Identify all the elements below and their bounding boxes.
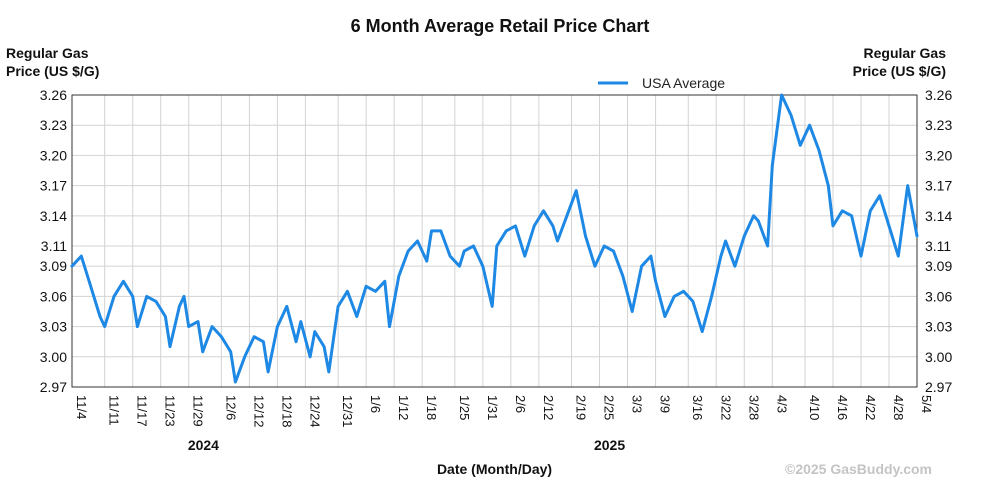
y-tick-label-left: 2.97 xyxy=(40,379,67,395)
x-tick-label: 3/16 xyxy=(690,395,705,420)
y-tick-label-right: 3.17 xyxy=(925,178,952,194)
y-tick-label-right: 3.20 xyxy=(925,147,952,163)
y-tick-label-right: 3.23 xyxy=(925,117,952,133)
x-tick-label: 5/4 xyxy=(919,395,934,413)
x-tick-label: 2/19 xyxy=(574,395,589,420)
y-axis-label-right: Regular Gas Price (US $/G) xyxy=(853,44,946,80)
x-tick-label: 3/22 xyxy=(718,395,733,420)
x-tick-label: 1/6 xyxy=(368,395,383,413)
y-tick-label-left: 3.14 xyxy=(40,208,67,224)
x-tick-label: 4/10 xyxy=(807,395,822,420)
x-tick-label: 4/22 xyxy=(863,395,878,420)
y-axis-label-right-line1: Regular Gas xyxy=(863,45,946,61)
y-tick-label-left: 3.26 xyxy=(40,87,67,103)
x-tick-label: 1/12 xyxy=(396,395,411,420)
y-tick-label-left: 3.03 xyxy=(40,319,67,335)
x-tick-label: 4/28 xyxy=(891,395,906,420)
year-label: 2024 xyxy=(188,437,219,453)
x-tick-label: 2/12 xyxy=(541,395,556,420)
y-tick-label-left: 3.20 xyxy=(40,147,67,163)
x-tick-label: 12/18 xyxy=(279,395,294,428)
y-axis-label-left-line2: Price (US $/G) xyxy=(6,63,100,79)
y-tick-label-left: 3.23 xyxy=(40,117,67,133)
x-tick-label: 12/24 xyxy=(307,395,322,428)
x-tick-label: 12/6 xyxy=(223,395,238,420)
y-tick-label-right: 3.14 xyxy=(925,208,952,224)
x-tick-label: 3/3 xyxy=(630,395,645,413)
y-axis-label-left: Regular Gas Price (US $/G) xyxy=(6,44,99,80)
x-tick-label: 3/28 xyxy=(746,395,761,420)
x-tick-label: 1/18 xyxy=(424,395,439,420)
x-tick-label: 4/3 xyxy=(774,395,789,413)
x-tick-label: 1/31 xyxy=(485,395,500,420)
plot-frame xyxy=(71,94,918,388)
credit-text: ©2025 GasBuddy.com xyxy=(785,461,932,477)
y-tick-label-left: 3.11 xyxy=(41,238,67,254)
series-line-usa-average xyxy=(70,93,919,384)
y-tick-label-left: 3.06 xyxy=(40,288,67,304)
x-tick-label: 12/31 xyxy=(340,395,355,428)
x-axis-title: Date (Month/Day) xyxy=(437,461,552,477)
x-tick-label: 4/16 xyxy=(835,395,850,420)
y-tick-label-right: 3.06 xyxy=(925,288,952,304)
y-tick-label-right: 3.03 xyxy=(925,319,952,335)
x-tick-label: 12/12 xyxy=(251,395,266,428)
x-tick-label: 1/25 xyxy=(457,395,472,420)
y-axis-label-left-line1: Regular Gas xyxy=(6,45,89,61)
x-tick-label: 11/11 xyxy=(107,395,122,426)
y-tick-label-right: 3.26 xyxy=(925,87,952,103)
y-tick-label-left: 3.17 xyxy=(40,178,67,194)
x-tick-label: 3/9 xyxy=(658,395,673,413)
x-tick-label: 11/17 xyxy=(135,395,150,427)
x-tick-label: 2/25 xyxy=(602,395,617,420)
y-tick-label-left: 3.09 xyxy=(40,258,67,274)
y-tick-label-right: 3.11 xyxy=(925,238,951,254)
y-axis-label-right-line2: Price (US $/G) xyxy=(852,63,946,79)
x-tick-label: 2/6 xyxy=(513,395,528,413)
y-tick-label-left: 3.00 xyxy=(40,349,67,365)
chart-title: 6 Month Average Retail Price Chart xyxy=(350,16,650,36)
year-label: 2025 xyxy=(594,437,625,453)
y-tick-label-right: 3.09 xyxy=(925,258,952,274)
y-tick-label-right: 3.00 xyxy=(925,349,952,365)
y-tick-label-right: 2.97 xyxy=(925,379,952,395)
x-tick-label: 11/4 xyxy=(74,395,89,419)
legend-label: USA Average xyxy=(642,75,725,91)
x-tick-label: 11/29 xyxy=(191,395,206,427)
x-tick-label: 11/23 xyxy=(163,395,178,427)
